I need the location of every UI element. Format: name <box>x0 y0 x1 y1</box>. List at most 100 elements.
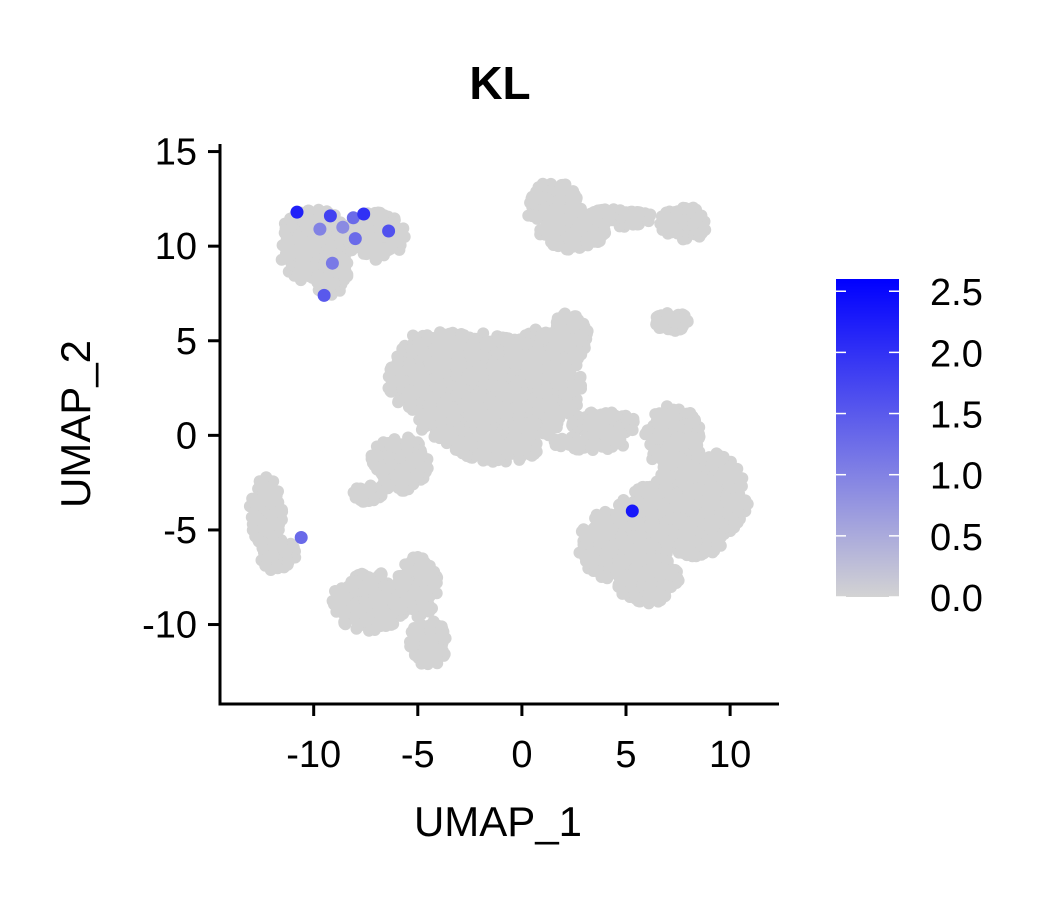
cell-dot <box>401 443 414 456</box>
cell-dot <box>677 515 690 528</box>
cell-dot <box>599 552 612 565</box>
cell-dot <box>431 348 444 361</box>
cell-dot <box>588 439 601 452</box>
cell-dot <box>433 427 446 440</box>
cluster-24 <box>663 515 729 563</box>
chart-title: KL <box>469 57 530 109</box>
cell-dot <box>449 389 462 402</box>
x-tick-label: -5 <box>401 734 435 776</box>
x-tick-label: 5 <box>615 734 636 776</box>
expressing-cell <box>382 224 396 238</box>
colorbar-ticks: 0.0 0.5 1.0 1.5 2.0 2.5 <box>836 272 983 620</box>
expressing-cell <box>346 211 360 225</box>
cell-dot <box>612 514 625 527</box>
cluster-15 <box>347 479 388 508</box>
cell-dot <box>403 593 416 606</box>
cell-dot <box>461 369 474 382</box>
cell-dot <box>717 450 730 463</box>
cluster-28 <box>391 551 444 623</box>
cell-dot <box>662 436 675 449</box>
cluster-9 <box>650 307 694 337</box>
cell-dot <box>655 468 668 481</box>
cell-dot <box>328 277 341 290</box>
cell-dot <box>696 226 709 239</box>
cell-dot <box>630 592 643 604</box>
cell-dot <box>363 242 376 255</box>
colorbar-tick-label: 2.0 <box>930 333 983 375</box>
cell-dot <box>524 197 537 209</box>
cell-dot <box>547 341 560 354</box>
cell-dot <box>550 219 563 231</box>
cell-dot <box>565 212 578 225</box>
cell-dot <box>654 530 667 543</box>
cell-dot <box>569 232 582 245</box>
cell-dot <box>566 345 579 358</box>
cell-dot <box>362 577 375 590</box>
plot-points <box>243 177 754 671</box>
cluster-16 <box>449 434 543 468</box>
cell-dot <box>671 205 684 218</box>
cell-dot <box>355 602 368 615</box>
cell-dot <box>599 571 612 584</box>
expressing-cell <box>325 256 339 270</box>
cell-dot <box>386 608 399 621</box>
cell-dot <box>489 450 502 463</box>
colorbar-tick-label: 0.0 <box>930 578 983 620</box>
cell-dot <box>496 364 509 377</box>
cell-dot <box>703 521 716 534</box>
cell-dot <box>416 554 429 567</box>
y-ticks: -10 -5 0 5 10 15 <box>142 132 220 647</box>
colorbar-tick-label: 1.0 <box>930 456 983 498</box>
cell-dot <box>702 497 715 510</box>
cell-dot <box>566 417 579 430</box>
cell-dot <box>519 442 532 455</box>
cell-dot <box>385 361 398 374</box>
cell-dot <box>359 616 372 628</box>
cell-dot <box>259 483 272 496</box>
cell-dot <box>434 326 446 339</box>
cluster-23 <box>610 549 685 610</box>
cell-dot <box>416 649 429 662</box>
cell-dot <box>283 250 296 263</box>
cell-dot <box>286 219 298 232</box>
cell-dot <box>292 268 305 281</box>
cell-dot <box>368 586 381 599</box>
cell-dot <box>392 396 405 409</box>
cell-dot <box>732 507 745 520</box>
cell-dot <box>418 587 430 600</box>
cell-dot <box>671 502 684 515</box>
cell-dot <box>452 349 465 362</box>
cell-dot <box>516 349 529 362</box>
cell-dot <box>587 215 600 227</box>
cluster-14 <box>365 431 434 497</box>
cell-dot <box>728 516 741 529</box>
expressing-cells <box>290 205 639 544</box>
cell-dot <box>375 610 388 622</box>
cluster-13 <box>396 326 468 389</box>
cell-dot <box>651 433 664 445</box>
cell-dot <box>687 417 700 429</box>
cell-dot <box>539 326 552 339</box>
cell-dot <box>698 542 711 555</box>
cell-dot <box>703 474 716 487</box>
expressing-cell <box>625 504 639 518</box>
cell-dot <box>590 229 603 242</box>
cell-dot <box>426 655 438 668</box>
cell-dot <box>631 213 644 226</box>
cell-dot <box>492 347 505 360</box>
cell-dot <box>710 483 723 496</box>
cell-dot <box>616 587 629 600</box>
cell-dot <box>573 443 586 456</box>
cluster-18 <box>548 430 629 456</box>
cell-dot <box>488 371 501 384</box>
cell-dot <box>467 393 479 406</box>
cell-dot <box>460 450 473 462</box>
cell-dot <box>624 543 637 556</box>
cell-dot <box>691 451 704 464</box>
cell-dot <box>545 394 558 407</box>
cell-dot <box>394 452 407 464</box>
colorbar-tick-label: 2.5 <box>930 272 983 314</box>
cell-dot <box>439 360 452 373</box>
cell-dot <box>404 635 416 648</box>
cell-dot <box>663 456 676 469</box>
